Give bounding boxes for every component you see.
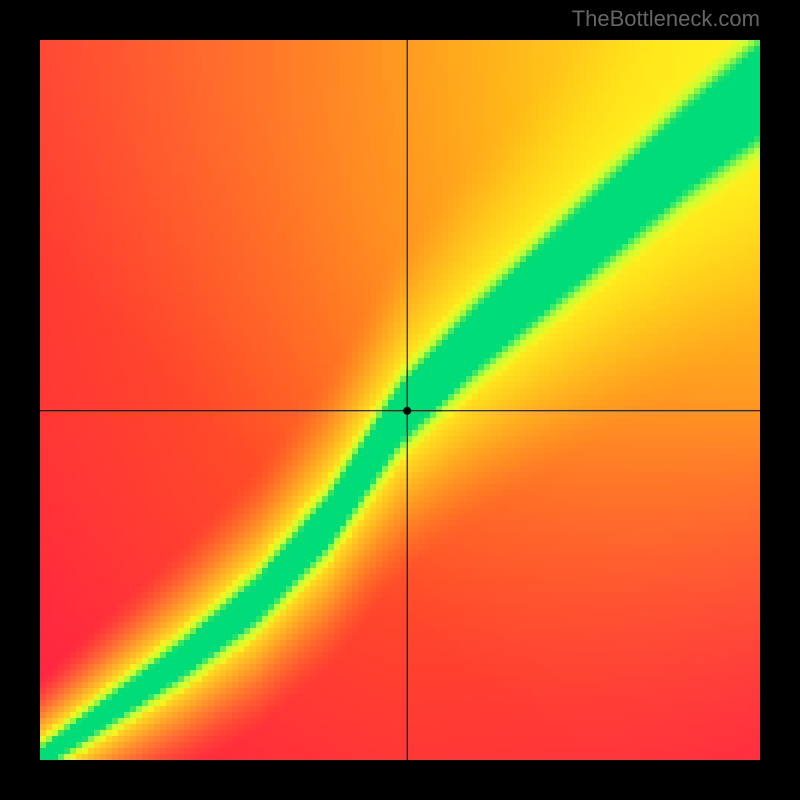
plot-area [40,40,760,760]
watermark-text: TheBottleneck.com [572,6,760,32]
heatmap-canvas [40,40,760,760]
chart-container: TheBottleneck.com [0,0,800,800]
